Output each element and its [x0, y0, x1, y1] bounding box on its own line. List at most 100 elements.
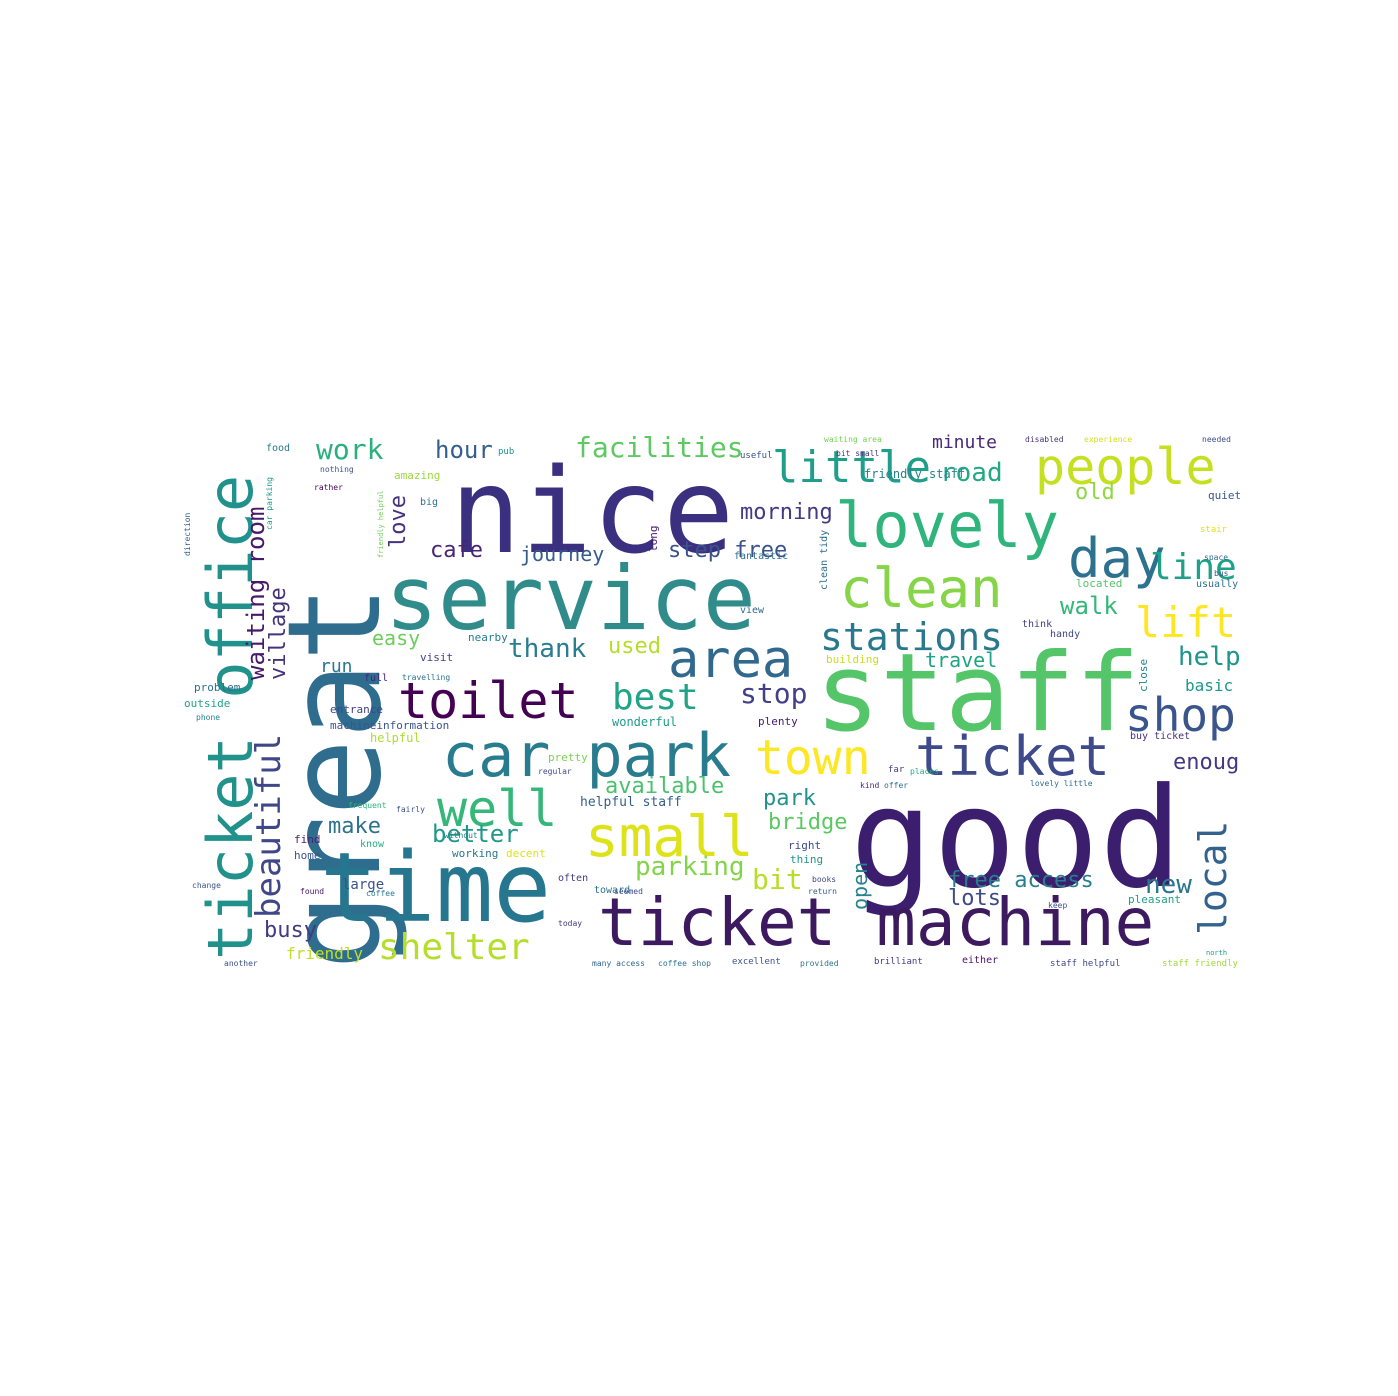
word: know [360, 839, 385, 850]
word: waiting room [242, 506, 270, 680]
word: run [320, 656, 353, 677]
word: thing [790, 853, 824, 866]
word: right [788, 839, 822, 852]
word: toilet [398, 672, 579, 730]
word: home [294, 849, 321, 862]
word: facilities [575, 431, 744, 464]
word: fairly [396, 805, 425, 814]
word: step free [668, 538, 788, 563]
word: coffee [366, 889, 395, 898]
word: basic [1185, 676, 1234, 695]
word: brilliant [874, 957, 923, 967]
word: clean [840, 557, 1003, 620]
word: buy ticket [1130, 731, 1191, 742]
word: beautiful [249, 733, 289, 918]
word: machineinformation [330, 719, 450, 732]
word: little [772, 442, 931, 493]
word: friendly staff [864, 467, 966, 481]
word: today [558, 919, 583, 928]
word: travelling [402, 673, 451, 682]
word: road [940, 458, 1003, 488]
word: available [605, 774, 725, 799]
word: experience [1084, 435, 1133, 444]
word: bridge [768, 810, 848, 835]
word: disabled [1025, 435, 1064, 444]
word: thank [508, 634, 587, 664]
word: wonderful [612, 715, 678, 729]
word: new [1145, 870, 1192, 900]
word: plenty [758, 715, 798, 728]
word: either [962, 955, 999, 966]
word: outside [184, 697, 231, 710]
word: close [1137, 658, 1150, 692]
word: line [1150, 547, 1237, 588]
word: places [910, 767, 939, 776]
word: located [1076, 577, 1123, 590]
word: return [808, 887, 837, 896]
word: best [612, 677, 699, 718]
word: large [342, 877, 385, 893]
word: frequent [348, 801, 387, 810]
word: problem [194, 681, 241, 694]
word: far [888, 765, 905, 775]
word: area [668, 630, 794, 690]
word: ticket machine [598, 884, 1155, 961]
word: friendly helpful [377, 490, 385, 558]
word: morning [740, 500, 833, 525]
word: town [755, 730, 871, 786]
word: lots [948, 886, 1001, 911]
word: often [558, 873, 589, 884]
word: walk [1060, 592, 1118, 620]
word: needed [1202, 435, 1231, 444]
word: long [647, 525, 660, 553]
word: old [1075, 480, 1115, 505]
word: ticket [915, 725, 1111, 788]
word: working [452, 847, 499, 860]
word: bus [1214, 569, 1229, 578]
word: good [850, 758, 1183, 919]
word: offer [884, 781, 909, 790]
word: day [1068, 527, 1166, 590]
word: open [848, 861, 872, 910]
word: well [437, 780, 558, 838]
word: useful [740, 451, 773, 461]
word: another [224, 959, 258, 968]
word: find [294, 833, 321, 846]
word: rather [314, 483, 343, 492]
word: hour [435, 436, 493, 464]
word: usually [1196, 579, 1239, 590]
word: lovely [835, 489, 1059, 562]
word: many access [592, 959, 645, 968]
word: fantastic [734, 551, 789, 562]
word: pretty [548, 751, 588, 764]
word: provided [800, 959, 839, 968]
word: nice [450, 442, 735, 580]
word: minute [932, 432, 998, 453]
word: stations [820, 615, 1004, 659]
word: love [386, 495, 411, 548]
word: park [763, 786, 816, 811]
word: cafe [430, 538, 483, 563]
word: lovely little [1030, 779, 1093, 788]
word: journey [520, 542, 605, 566]
word: without [444, 831, 478, 840]
word: work [316, 433, 384, 466]
word: phone [196, 713, 221, 722]
word: easy [372, 626, 421, 650]
word: helpful staff [580, 795, 682, 810]
word: entrance [330, 703, 383, 716]
word: bit small [836, 449, 880, 458]
word: full [364, 673, 389, 684]
word: free access [948, 868, 1094, 893]
word: keep [1048, 901, 1068, 910]
word: used [608, 634, 661, 659]
word: lift [1135, 598, 1237, 647]
word: staff friendly [1162, 959, 1238, 969]
word: parking [635, 852, 745, 882]
word: shop [1125, 688, 1236, 742]
word: regular [538, 767, 572, 776]
word: visit [420, 651, 454, 664]
word: people [1035, 438, 1216, 496]
word: excellent [732, 957, 781, 967]
word: busy [264, 918, 317, 943]
